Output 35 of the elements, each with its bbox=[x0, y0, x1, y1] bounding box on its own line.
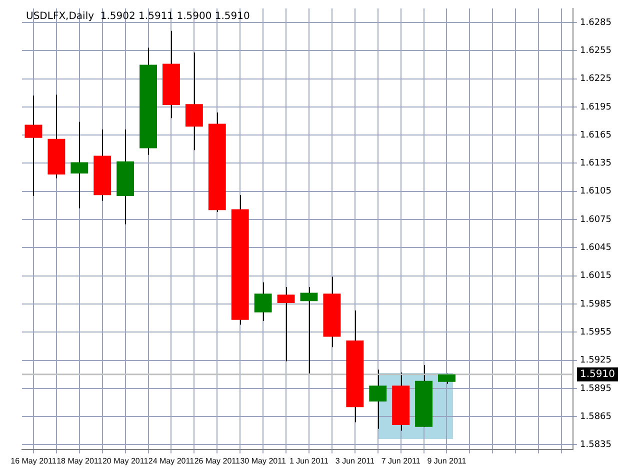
y-tick-label: 1.6285 bbox=[580, 18, 612, 28]
x-tick-label: 18 May 2011 bbox=[56, 456, 103, 466]
candlestick bbox=[24, 95, 42, 197]
y-tick-label: 1.5835 bbox=[580, 440, 612, 450]
y-tick-label: 1.6075 bbox=[580, 214, 612, 225]
y-tick-label: 1.6225 bbox=[580, 74, 612, 84]
chart-title: USDLFX,Daily 1.5902 1.5911 1.5900 1.5910 bbox=[26, 10, 250, 22]
y-tick-label: 1.5925 bbox=[580, 356, 612, 366]
x-tick-label: 24 May 2011 bbox=[148, 456, 195, 466]
y-tick-label: 1.6105 bbox=[580, 186, 612, 197]
y-tick-label: 1.5865 bbox=[580, 412, 612, 422]
y-tick-label: 1.5985 bbox=[580, 299, 612, 310]
y-tick-label: 1.5955 bbox=[580, 327, 612, 338]
ref-line-label: 1.5910 bbox=[580, 368, 615, 380]
y-tick-label: 1.6045 bbox=[580, 243, 612, 254]
candlestick bbox=[300, 286, 318, 374]
y-tick-label: 1.6195 bbox=[580, 102, 612, 112]
x-tick-label: 26 May 2011 bbox=[194, 456, 241, 466]
y-tick-label: 1.6165 bbox=[580, 130, 612, 140]
y-tick-label: 1.6135 bbox=[580, 158, 612, 169]
x-tick-label: 1 Jun 2011 bbox=[289, 456, 330, 466]
x-tick-label: 3 Jun 2011 bbox=[335, 456, 375, 466]
candlestick bbox=[70, 121, 88, 209]
candlestick bbox=[185, 52, 203, 151]
candlestick bbox=[369, 369, 387, 430]
x-tick-label: 9 Jun 2011 bbox=[427, 456, 467, 466]
x-tick-label: 7 Jun 2011 bbox=[381, 456, 421, 466]
y-tick-label: 1.5895 bbox=[580, 384, 612, 394]
candlestick bbox=[277, 286, 295, 362]
y-tick-label: 1.6015 bbox=[580, 271, 612, 282]
y-tick-label: 1.6255 bbox=[580, 46, 612, 56]
candlestick bbox=[254, 282, 272, 322]
x-tick-label: 30 May 2011 bbox=[240, 456, 286, 466]
x-tick-label: 20 May 2011 bbox=[102, 456, 149, 466]
x-tick-label: 16 May 2011 bbox=[10, 456, 57, 466]
